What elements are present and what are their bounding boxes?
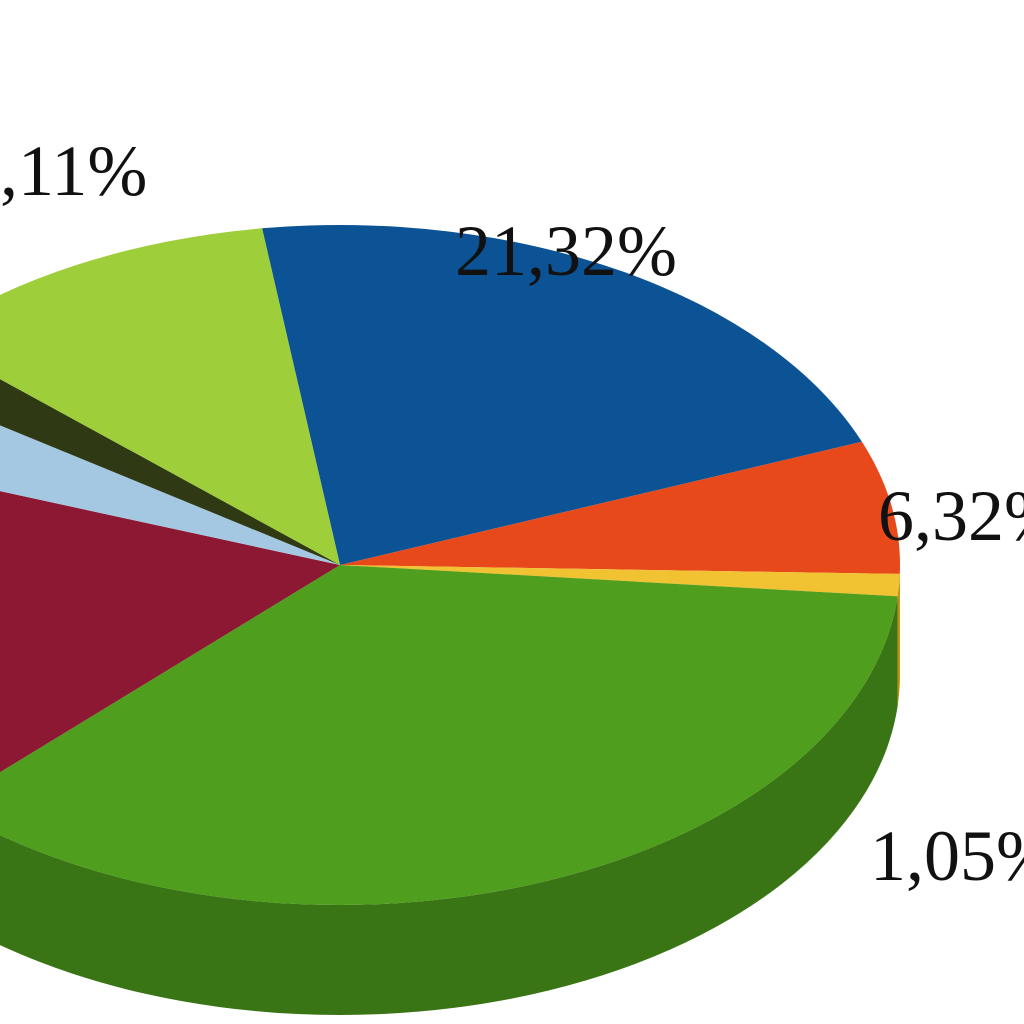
label-orange: 6,32% — [878, 475, 1024, 558]
label-lime: ,11% — [0, 130, 147, 213]
pie-chart-3d: 21,32% 6,32% 1,05% ,11% — [0, 0, 1024, 1024]
label-yellow: 1,05% — [870, 815, 1024, 898]
label-blue: 21,32% — [455, 210, 677, 293]
